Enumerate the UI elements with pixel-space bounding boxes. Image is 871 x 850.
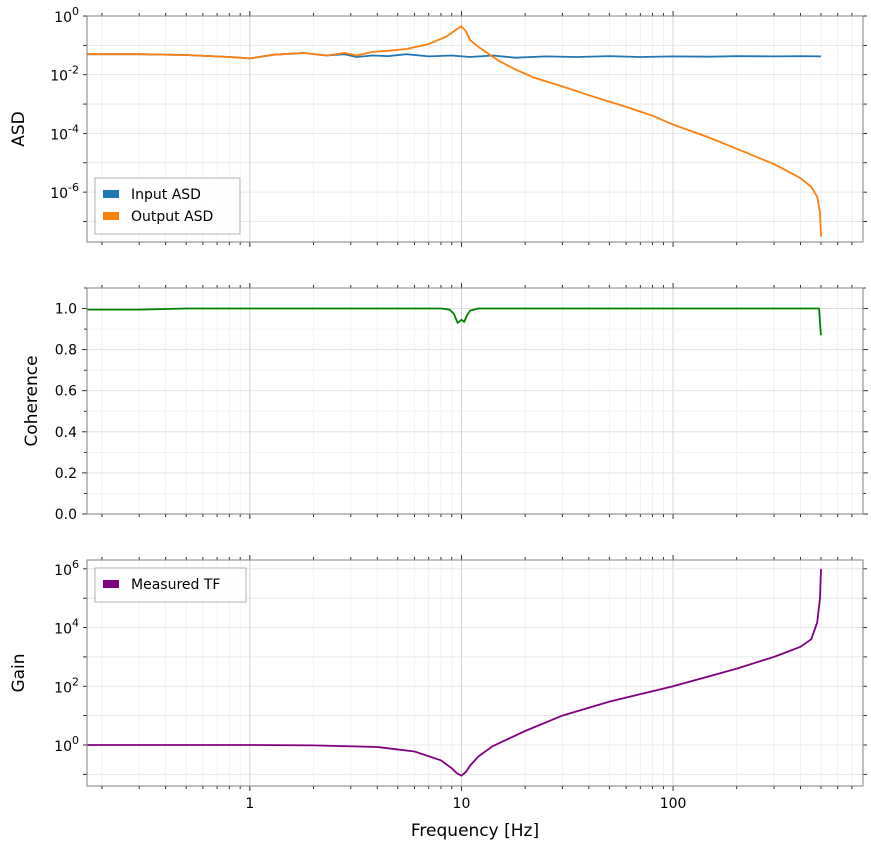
asd-frame [86,15,864,243]
gain-x-axis-label: Frequency [Hz] [411,821,539,841]
coherence-frame [86,287,864,515]
gain-panel: 100 102 104 106 1 10 100 Gain Frequency [Hz] Meas… [9,555,867,841]
asd-output-asd-line [87,25,822,237]
asd-y-tick-label: 10-4 [50,122,79,143]
coherence-y-tick-label: 0.6 [55,384,77,400]
gain-y-tick-label: 102 [54,675,79,696]
gain-y-axis-label: Gain [9,653,29,692]
asd-legend-label: Input ASD [131,187,201,203]
gain-measured-tf-line [87,568,822,777]
gain-x-tick-label: 100 [660,796,687,812]
asd-y-tick-label: 10-6 [50,181,79,202]
asd-legend-swatch [103,190,119,198]
gain-legend-swatch [103,580,119,588]
gain-legend-label: Measured TF [131,577,220,593]
coherence-y-tick-label: 0.8 [55,343,77,359]
coherence-y-tick-label: 0.2 [55,466,77,482]
gain-frame [86,559,864,787]
asd-y-tick-label: 10-2 [50,64,79,85]
asd-y-axis-label: ASD [9,111,29,147]
coherence-series-0-line [87,307,822,336]
gain-y-tick-label: 100 [54,734,79,755]
gain-y-tick-label: 104 [54,617,79,638]
coherence-y-axis-label: Coherence [22,355,42,446]
asd-panel: 100 10-2 10-4 10-6 ASD Input ASD Output ASD [9,5,867,247]
coherence-y-tick-label: 0.0 [55,507,77,523]
coherence-panel: 0.0 0.2 0.4 0.6 0.8 1.0 Coherence [22,283,868,523]
asd-legend [94,177,241,235]
gain-x-tick-label: 10 [453,796,471,812]
coherence-plot-area [87,288,863,514]
gain-legend [94,567,247,603]
gain-x-tick-label: 1 [245,796,254,812]
gain-y-tick-label: 106 [54,558,79,579]
coherence-y-tick-label: 0.4 [55,425,77,441]
asd-legend-swatch [103,212,119,220]
asd-y-tick-label: 100 [54,5,79,26]
coherence-y-tick-label: 1.0 [55,302,77,318]
asd-legend-label: Output ASD [131,209,213,225]
